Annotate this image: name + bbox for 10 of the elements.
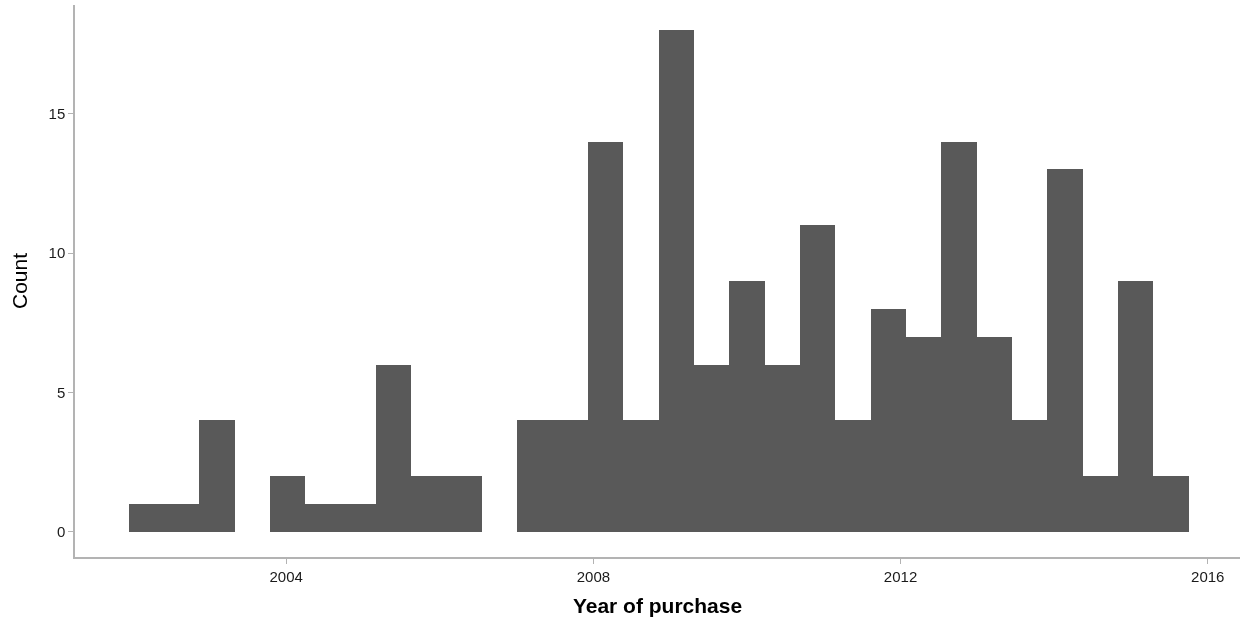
y-tick-label: 5 <box>56 383 66 401</box>
x-tick-label: 2008 <box>576 567 611 585</box>
y-tick-label: 15 <box>48 104 66 122</box>
x-tick-label: 2012 <box>883 567 918 585</box>
y-axis-title: Count <box>8 252 32 310</box>
x-axis-title: Year of purchase <box>572 594 743 618</box>
x-tick-label: 2016 <box>1191 567 1225 585</box>
y-tick-label: 10 <box>48 244 66 262</box>
y-tick-label: 0 <box>56 523 66 541</box>
x-tick-label: 2004 <box>269 567 303 585</box>
